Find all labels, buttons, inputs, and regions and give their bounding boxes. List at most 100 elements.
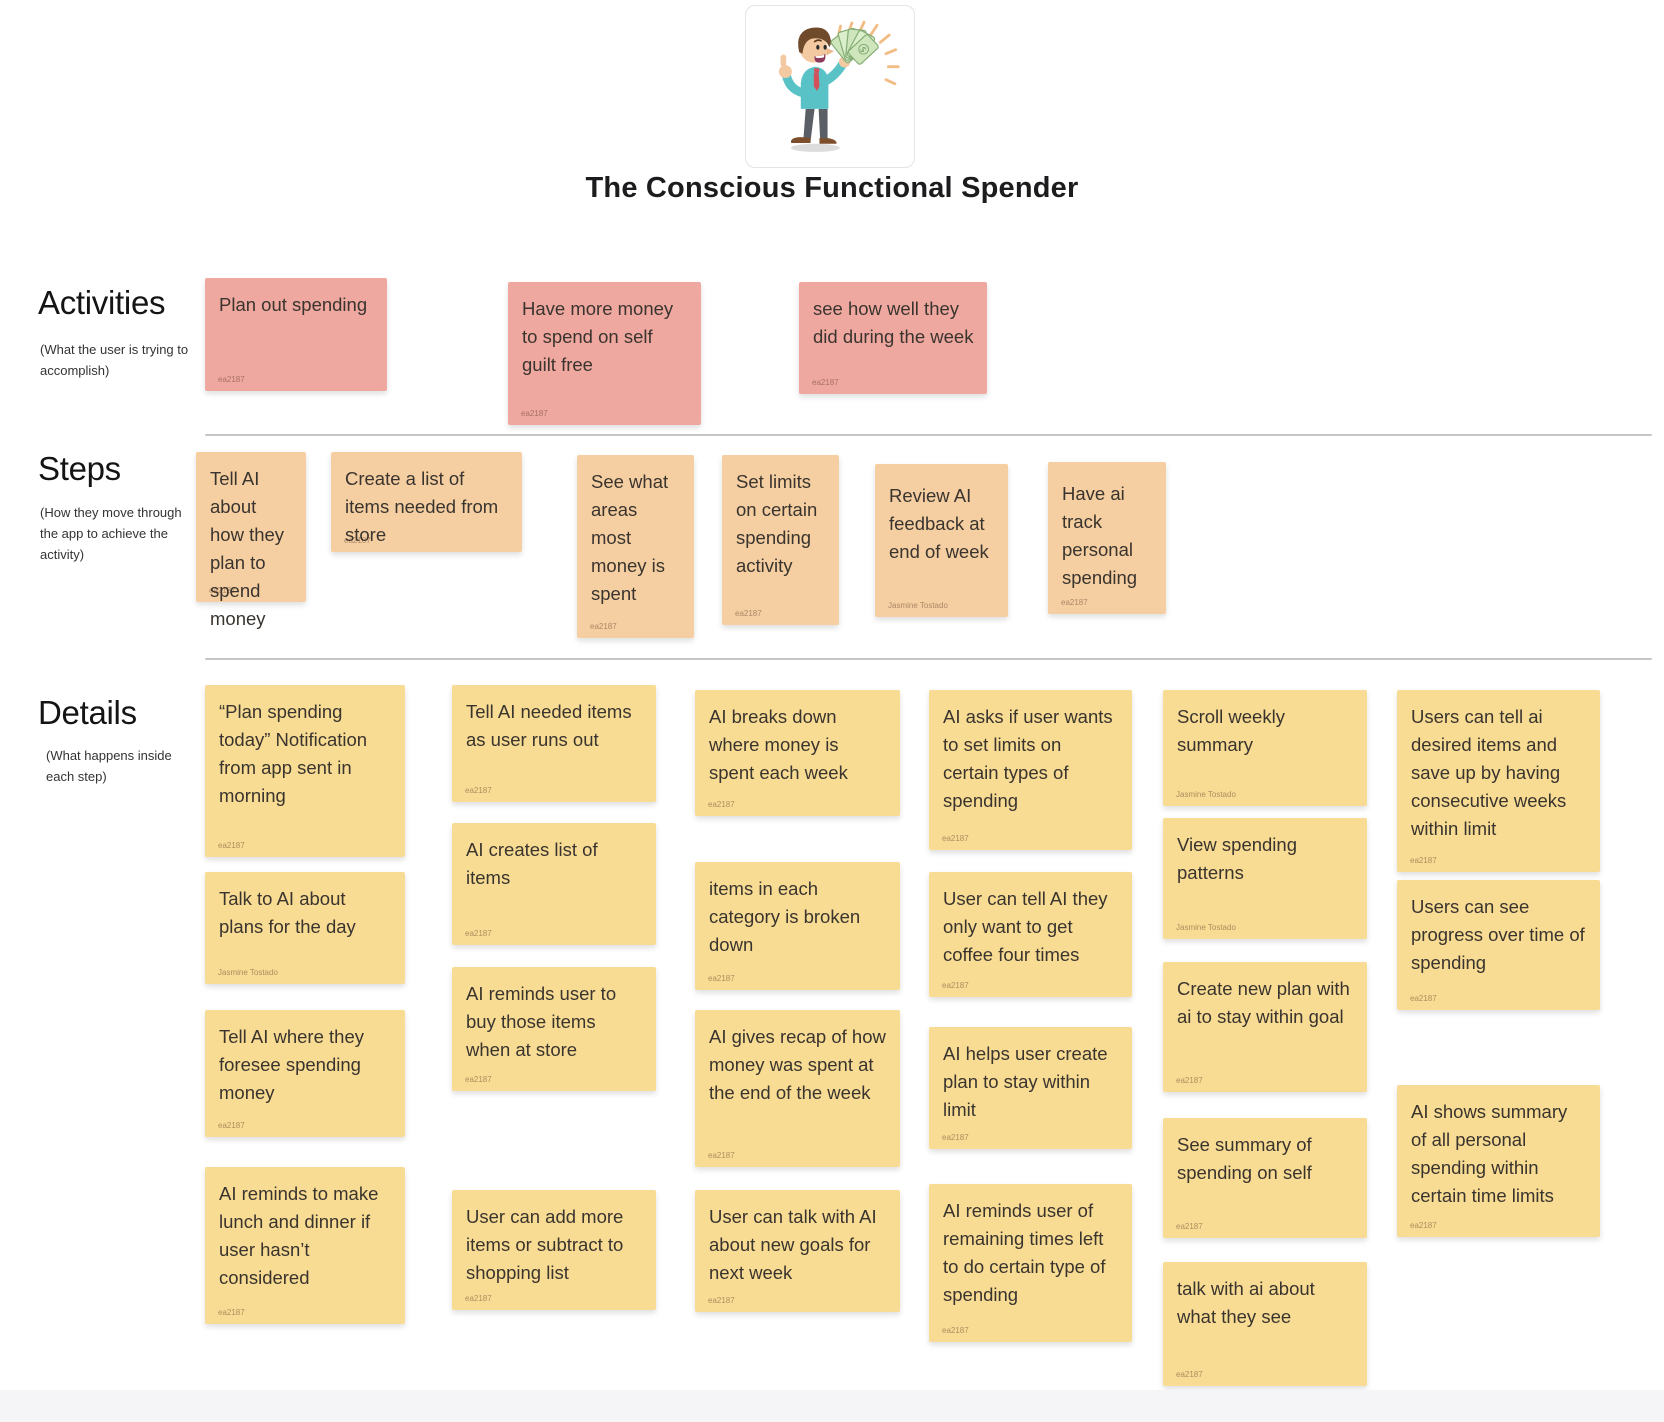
note-more-money-guilt-free[interactable]: Have more money to spend on self guilt f… xyxy=(508,282,701,425)
note-set-spending-limits[interactable]: Set limits on certain spending activity … xyxy=(722,455,839,625)
note-text: View spending patterns xyxy=(1177,834,1297,883)
note-author: ea2187 xyxy=(1176,1222,1203,1231)
note-progress-over-time[interactable]: Users can see progress over time of spen… xyxy=(1397,880,1600,1010)
note-text: AI breaks down where money is spent each… xyxy=(709,706,848,783)
note-author: ea2187 xyxy=(590,622,617,631)
note-text: AI gives recap of how money was spent at… xyxy=(709,1026,886,1103)
note-ai-reminds-buy-items[interactable]: AI reminds user to buy those items when … xyxy=(452,967,656,1091)
activities-row-sublabel: (What the user is trying to accomplish) xyxy=(40,342,189,378)
details-row-sublabel: (What happens inside each step) xyxy=(46,748,172,784)
note-tell-ai-needed-items[interactable]: Tell AI needed items as user runs out ea… xyxy=(452,685,656,802)
note-see-how-well-they-did[interactable]: see how well they did during the week ea… xyxy=(799,282,987,394)
note-text: User can add more items or subtract to s… xyxy=(466,1206,624,1283)
note-create-new-plan[interactable]: Create new plan with ai to stay within g… xyxy=(1163,962,1367,1092)
note-text: See what areas most money is spent xyxy=(591,471,669,604)
note-coffee-four-times[interactable]: User can tell AI they only want to get c… xyxy=(929,872,1132,997)
note-text: Create new plan with ai to stay within g… xyxy=(1177,978,1350,1027)
note-author: Jasmine Tostado xyxy=(218,968,278,977)
note-author: ea2187 xyxy=(465,929,492,938)
note-text: Have more money to spend on self guilt f… xyxy=(522,298,674,375)
note-text: “Plan spending today” Notification from … xyxy=(219,701,368,806)
note-review-ai-feedback[interactable]: Review AI feedback at end of week Jasmin… xyxy=(875,464,1008,617)
note-tell-ai-spend-plan[interactable]: Tell AI about how they plan to spend mon… xyxy=(196,452,306,629)
note-talk-new-goals[interactable]: User can talk with AI about new goals fo… xyxy=(695,1190,900,1312)
row-divider-activities-steps xyxy=(205,434,1652,436)
note-author: ea2187 xyxy=(708,1151,735,1160)
note-text: AI creates list of items xyxy=(466,839,598,888)
note-text: AI helps user create plan to stay within… xyxy=(943,1043,1108,1120)
note-add-subtract-items[interactable]: User can add more items or subtract to s… xyxy=(452,1190,656,1310)
note-ai-reminds-remaining-times[interactable]: AI reminds user of remaining times left … xyxy=(929,1184,1132,1342)
note-view-spending-patterns[interactable]: View spending patterns Jasmine Tostado xyxy=(1163,818,1367,939)
note-ai-creates-list[interactable]: AI creates list of items ea2187 xyxy=(452,823,656,945)
details-row-label: Details xyxy=(38,694,137,731)
note-text: See summary of spending on self xyxy=(1177,1134,1312,1183)
svg-text:$: $ xyxy=(858,44,869,55)
note-author: ea2187 xyxy=(218,1121,245,1130)
note-scroll-weekly-summary[interactable]: Scroll weekly summary Jasmine Tostado xyxy=(1163,690,1367,806)
note-author: ea2187 xyxy=(1176,1370,1203,1379)
note-author: ea2187 xyxy=(465,1294,492,1303)
note-text: Review AI feedback at end of week xyxy=(889,485,989,562)
note-text: Talk to AI about plans for the day xyxy=(219,888,356,937)
note-text: AI asks if user wants to set limits on c… xyxy=(943,706,1113,811)
note-text: AI reminds user to buy those items when … xyxy=(466,983,617,1060)
note-plan-out-spending[interactable]: Plan out spending ea2187 xyxy=(205,278,387,391)
activities-row-label: Activities xyxy=(38,284,166,321)
note-tell-ai-foresee-spending[interactable]: Tell AI where they foresee spending mone… xyxy=(205,1010,405,1137)
note-author: ea2187 xyxy=(218,1308,245,1317)
note-author: ea2187 xyxy=(708,974,735,983)
note-text: AI reminds user of remaining times left … xyxy=(943,1200,1106,1305)
note-author: ea2187 xyxy=(1061,598,1088,607)
note-summary-spending-self[interactable]: See summary of spending on self ea2187 xyxy=(1163,1118,1367,1238)
note-author: ea2187 xyxy=(708,1296,735,1305)
note-author: Jasmine Tostado xyxy=(1176,923,1236,932)
note-text: Set limits on certain spending activity xyxy=(736,471,818,576)
note-see-spending-areas[interactable]: See what areas most money is spent ea218… xyxy=(577,455,694,638)
note-text: Scroll weekly summary xyxy=(1177,706,1285,755)
note-text: Have ai track personal spending xyxy=(1062,483,1138,588)
note-text: see how well they did during the week xyxy=(813,298,974,347)
note-author: ea2187 xyxy=(942,834,969,843)
board-title: The Conscious Functional Spender xyxy=(585,172,1079,204)
note-plan-spending-notification[interactable]: “Plan spending today” Notification from … xyxy=(205,685,405,857)
note-author: ea2187 xyxy=(218,841,245,850)
note-author: ea2187 xyxy=(708,800,735,809)
note-text: AI shows summary of all personal spendin… xyxy=(1411,1101,1568,1206)
note-text: Tell AI where they foresee spending mone… xyxy=(219,1026,364,1103)
note-items-per-category[interactable]: items in each category is broken down ea… xyxy=(695,862,900,990)
note-text: Create a list of items needed from store xyxy=(345,468,499,545)
note-ai-breaks-down-spending[interactable]: AI breaks down where money is spent each… xyxy=(695,690,900,816)
note-author: ea2187 xyxy=(218,375,245,384)
note-author: ea2187 xyxy=(344,536,371,545)
note-ai-weekly-recap[interactable]: AI gives recap of how money was spent at… xyxy=(695,1010,900,1167)
note-author: ea2187 xyxy=(942,981,969,990)
note-ai-summary-time-limits[interactable]: AI shows summary of all personal spendin… xyxy=(1397,1085,1600,1237)
note-text: User can tell AI they only want to get c… xyxy=(943,888,1108,965)
note-author: Jasmine Tostado xyxy=(888,601,948,610)
note-author: ea2187 xyxy=(1176,1076,1203,1085)
persona-illustration-card: $ xyxy=(745,5,915,168)
note-text: Users can see progress over time of spen… xyxy=(1411,896,1585,973)
note-author: ea2187 xyxy=(1410,994,1437,1003)
note-author: ea2187 xyxy=(465,786,492,795)
man-with-money-fan-icon: $ xyxy=(778,20,900,152)
note-author: ea2187 xyxy=(465,1075,492,1084)
note-text: User can talk with AI about new goals fo… xyxy=(709,1206,877,1283)
note-ai-asks-set-limits[interactable]: AI asks if user wants to set limits on c… xyxy=(929,690,1132,850)
note-ai-reminds-meals[interactable]: AI reminds to make lunch and dinner if u… xyxy=(205,1167,405,1324)
note-talk-to-ai-daily-plans[interactable]: Talk to AI about plans for the day Jasmi… xyxy=(205,872,405,984)
note-author: ea2187 xyxy=(942,1133,969,1142)
note-author: ea2187 xyxy=(521,409,548,418)
note-author: Jasmine Tostado xyxy=(1176,790,1236,799)
note-text: items in each category is broken down xyxy=(709,878,861,955)
note-author: ea2187 xyxy=(942,1326,969,1335)
note-author: ea2187 xyxy=(812,378,839,387)
note-save-up-consecutive-weeks[interactable]: Users can tell ai desired items and save… xyxy=(1397,690,1600,872)
note-talk-with-ai-about-what-they-see[interactable]: talk with ai about what they see ea2187 xyxy=(1163,1262,1367,1386)
note-ai-helps-create-plan[interactable]: AI helps user create plan to stay within… xyxy=(929,1027,1132,1149)
note-create-item-list[interactable]: Create a list of items needed from store… xyxy=(331,452,522,552)
note-text: talk with ai about what they see xyxy=(1177,1278,1315,1327)
note-ai-track-spending[interactable]: Have ai track personal spending ea2187 xyxy=(1048,462,1166,614)
